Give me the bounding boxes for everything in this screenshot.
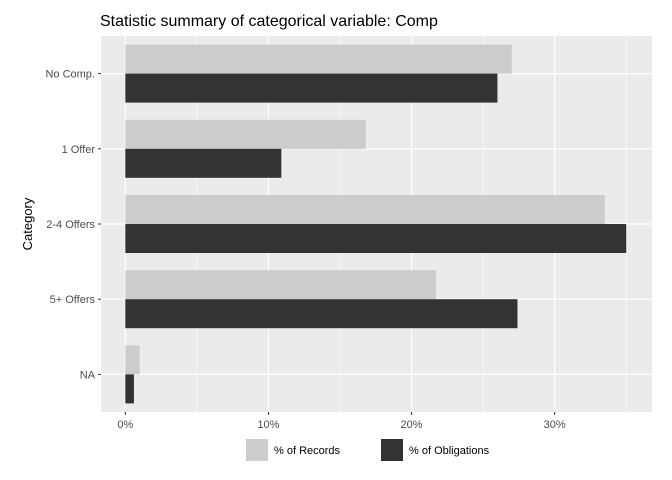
y-tick-label: 2-4 Offers [46, 219, 95, 231]
legend-label-records: % of Records [274, 445, 341, 457]
x-tick-label: 0% [117, 419, 133, 431]
bar-records-1-offer [125, 119, 366, 149]
bar-records-2-4-offers [125, 195, 605, 224]
bar-obligations-no-comp [125, 73, 498, 103]
bar-obligations-5-offers [125, 299, 518, 329]
bar-obligations-2-4-offers [125, 224, 627, 253]
x-tick-label: 30% [544, 419, 566, 431]
y-axis: No Comp. 1 Offer 2-4 Offers 5+ Offers NA [45, 69, 101, 381]
y-tick-label: No Comp. [45, 69, 95, 81]
y-tick-label: 5+ Offers [50, 294, 96, 306]
x-tick-label: 10% [257, 419, 279, 431]
bar-records-no-comp [125, 44, 512, 74]
chart-title: Statistic summary of categorical variabl… [100, 13, 438, 30]
bar-records-na [125, 345, 140, 375]
x-tick-label: 20% [401, 419, 423, 431]
legend-label-obligations: % of Obligations [409, 445, 490, 457]
bar-obligations-1-offer [125, 148, 282, 178]
y-axis-title: Category [20, 197, 35, 250]
bar-obligations-na [125, 374, 134, 404]
bars-group [125, 44, 627, 404]
legend: % of Records % of Obligations [246, 439, 490, 461]
x-axis: 0% 10% 20% 30% [117, 412, 566, 431]
bar-records-5-offers [125, 270, 436, 300]
y-tick-label: 1 Offer [62, 144, 96, 156]
y-tick-label: NA [80, 369, 96, 381]
legend-key-obligations [381, 439, 403, 461]
legend-key-records [246, 439, 268, 461]
